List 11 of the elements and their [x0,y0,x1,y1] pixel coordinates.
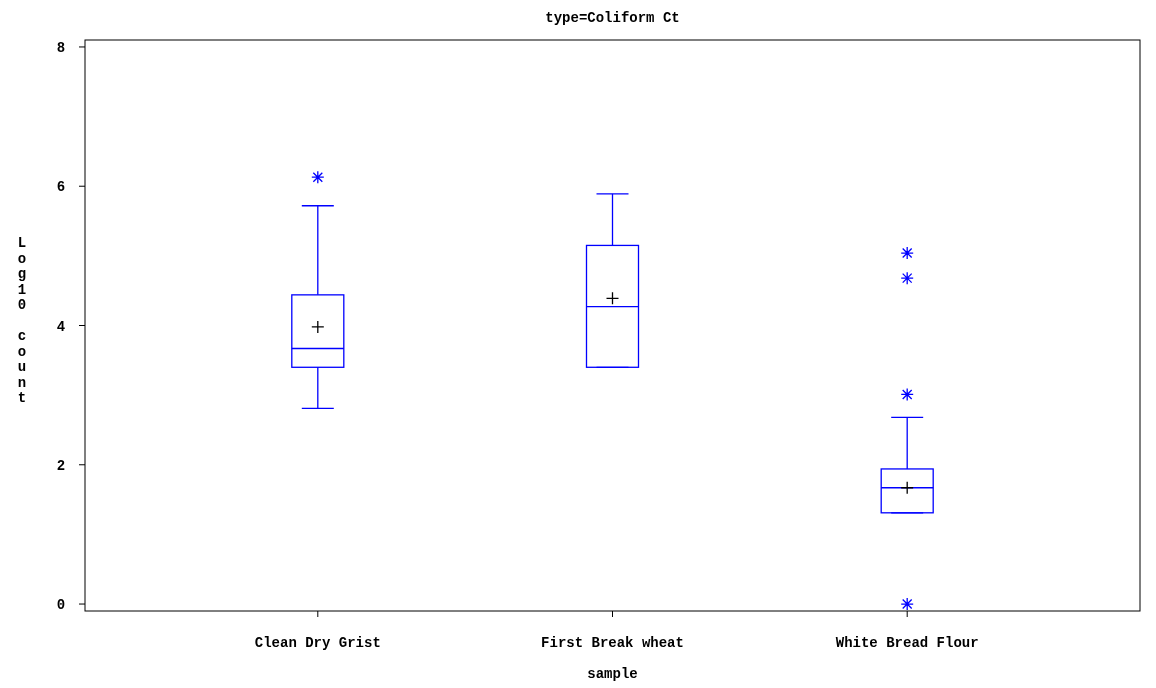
y-tick-label: 6 [56,179,66,196]
y-tick-label: 8 [56,39,66,56]
x-tick-label: White Bread Flour [835,635,979,651]
text: Log10 count [17,235,27,406]
y-tick-label: 4 [56,318,66,335]
y-tick-label: 2 [56,457,66,474]
chart-title: type=Coliform Ct [545,10,680,26]
x-tick-label: Clean Dry Grist [254,635,381,651]
x-tick-label: First Break wheat [541,635,684,651]
x-axis-title: sample [587,666,638,682]
y-tick-label: 0 [56,597,66,614]
